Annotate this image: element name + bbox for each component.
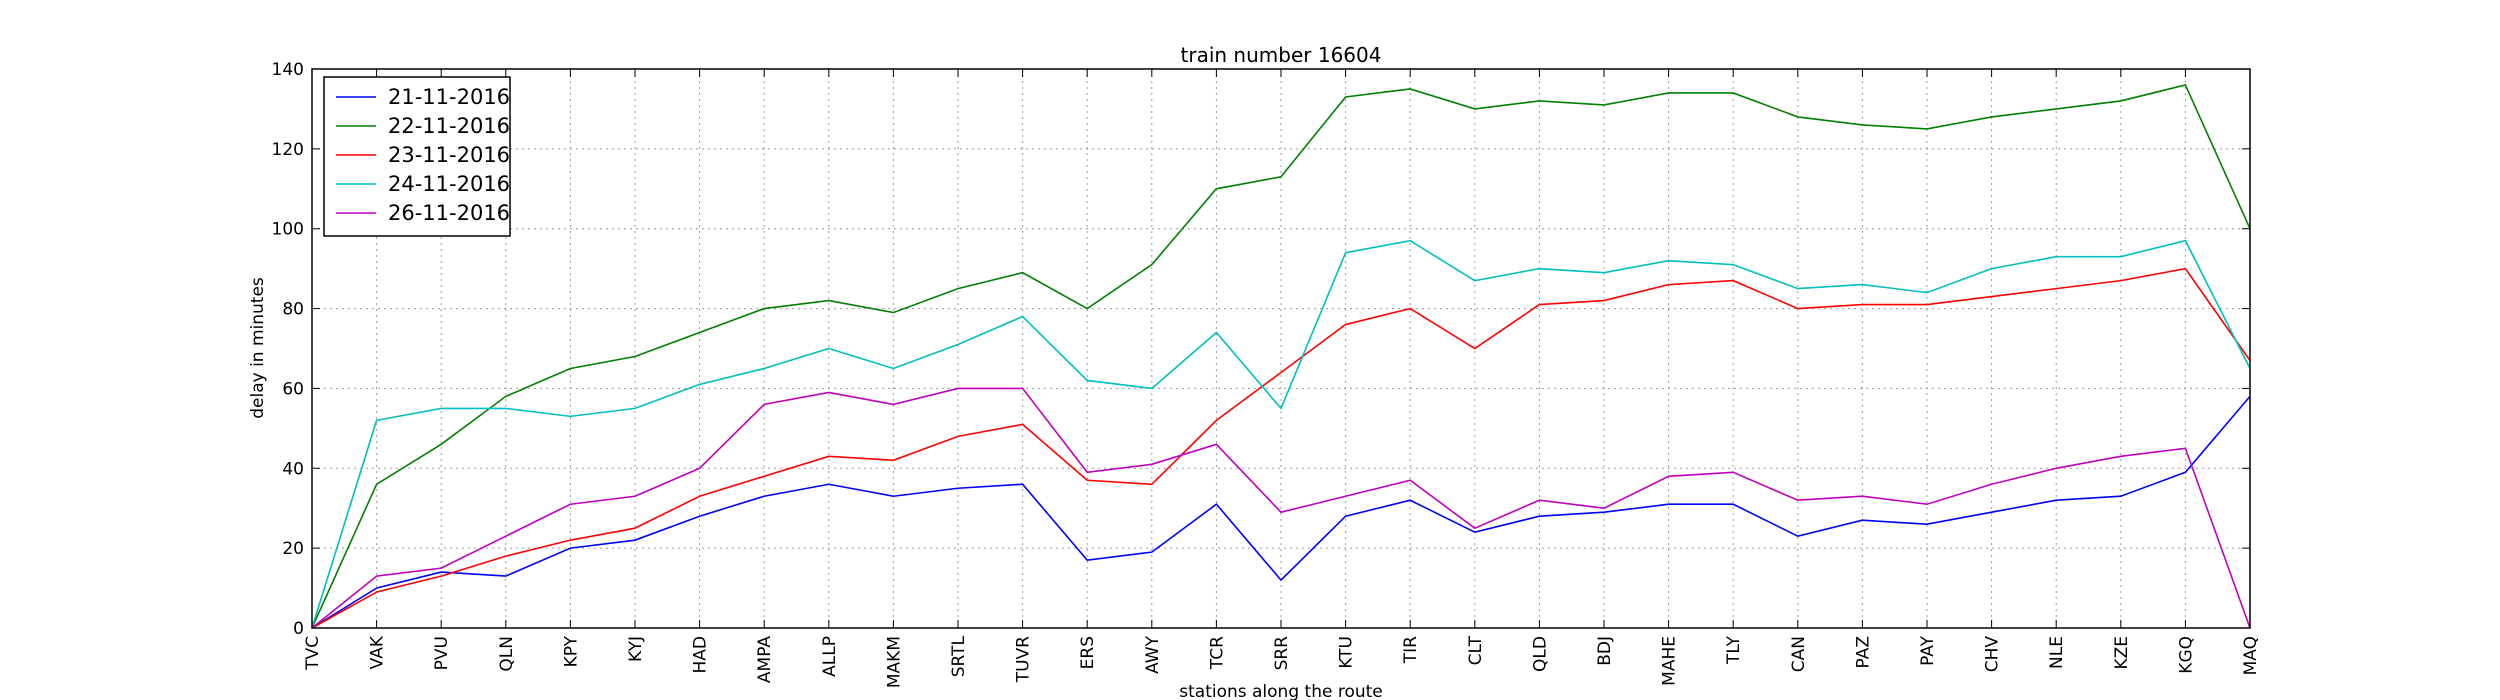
y-tick-label: 100 <box>272 220 304 240</box>
legend-label: 21-11-2016 <box>388 85 510 109</box>
chart-title: train number 16604 <box>1181 43 1382 67</box>
x-tick-label: TUVR <box>1014 636 1034 683</box>
x-tick-label: ALLP <box>820 636 840 677</box>
x-tick-label: NLE <box>2047 636 2067 669</box>
line-series <box>311 267 2251 629</box>
x-tick-label: KYJ <box>626 636 646 662</box>
x-tick-label: KZE <box>2112 636 2132 670</box>
x-tick-label: CAN <box>1789 636 1809 672</box>
x-tick-label: SRTL <box>949 635 969 677</box>
y-tick-label: 20 <box>282 539 304 559</box>
x-tick-label: TVC <box>303 636 323 671</box>
plot-frame <box>311 68 2251 629</box>
y-tick-label: 40 <box>282 459 304 479</box>
x-tick-label: PAY <box>1918 635 1938 665</box>
x-tick-label: AWY <box>1143 635 1163 674</box>
x-tick-label: SRR <box>1272 636 1292 671</box>
x-tick-label: HAD <box>691 636 711 674</box>
x-tick-label: PAZ <box>1853 636 1873 668</box>
legend-box <box>323 76 511 237</box>
x-tick-label: AMPA <box>755 636 775 683</box>
x-tick-label: VAK <box>368 635 388 669</box>
x-tick-label: TIR <box>1401 636 1421 664</box>
x-tick-label: BDJ <box>1595 636 1615 666</box>
legend-label: 24-11-2016 <box>388 172 510 196</box>
x-tick-label: TCR <box>1207 636 1227 670</box>
x-tick-label: MAKM <box>884 636 904 688</box>
x-tick-label: QLD <box>1530 636 1550 672</box>
x-tick-label: ERS <box>1078 636 1098 669</box>
line-series <box>311 84 2251 629</box>
y-tick-label: 120 <box>272 140 304 160</box>
x-tick-label: TLY <box>1724 635 1744 665</box>
x-tick-label: KTU <box>1337 636 1357 669</box>
x-tick-label: CLT <box>1466 635 1486 665</box>
y-tick-label: 140 <box>272 60 304 80</box>
x-tick-label: PVU <box>432 636 452 670</box>
line-series <box>311 239 2251 629</box>
legend-label: 26-11-2016 <box>388 201 510 225</box>
x-tick-label: MAHE <box>1660 636 1680 686</box>
y-axis-label: delay in minutes <box>248 277 268 419</box>
y-tick-label: 80 <box>282 300 304 320</box>
x-tick-label: MAQ <box>2241 636 2261 675</box>
x-tick-label: KPY <box>561 635 581 667</box>
x-tick-label: CHV <box>1983 636 2003 673</box>
line-series <box>311 387 2251 629</box>
x-axis-label: stations along the route <box>1179 682 1383 700</box>
legend-label: 23-11-2016 <box>388 143 510 167</box>
x-tick-label: QLN <box>497 636 517 672</box>
y-tick-label: 60 <box>282 379 304 399</box>
x-tick-label: KGQ <box>2176 636 2196 674</box>
y-tick-label: 0 <box>293 619 304 639</box>
line-series <box>311 395 2251 629</box>
legend-label: 22-11-2016 <box>388 114 510 138</box>
